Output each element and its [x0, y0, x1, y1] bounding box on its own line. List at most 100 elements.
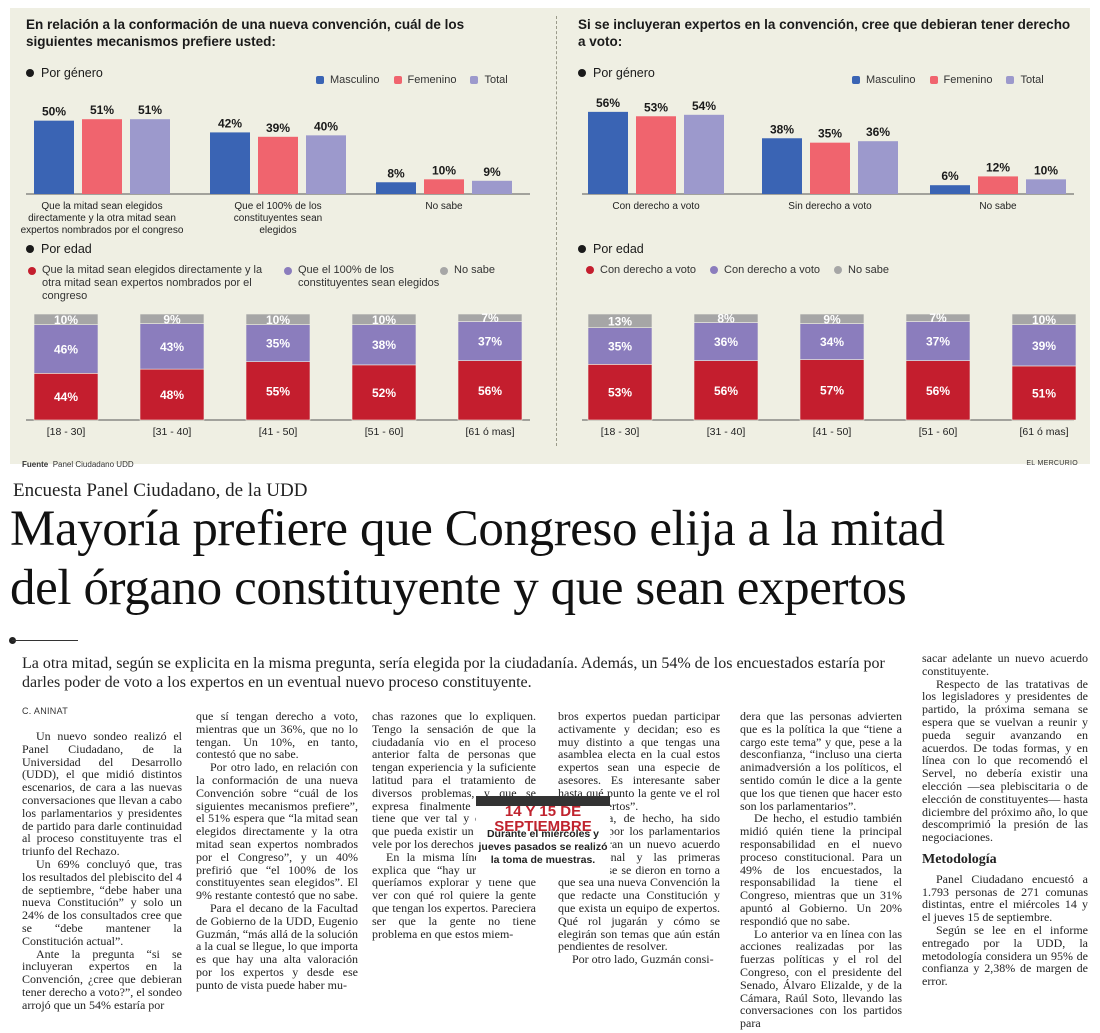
- segment-0-3: [351, 364, 417, 421]
- age-tick-label: [61 ó mas]: [1019, 426, 1068, 438]
- paragraph: Lo anterior va en línea con las acciones…: [740, 926, 902, 1030]
- legend-femenino: Femenino: [393, 74, 456, 86]
- legend-masculino: Masculino: [316, 74, 380, 86]
- data-label: 10%: [54, 313, 78, 327]
- paragraph: Por otro lado, en relación con la confor…: [196, 760, 358, 903]
- paragraph: dera que las personas advierten que es l…: [740, 710, 902, 813]
- deck-rule: [12, 640, 78, 641]
- left-gender-legend: Masculino Femenino Total: [316, 74, 508, 86]
- segment-0-1: [693, 360, 759, 421]
- data-label: 10%: [266, 313, 290, 327]
- bar-total-0: [130, 119, 170, 194]
- segment-2-2: [799, 313, 865, 324]
- legend-no-sabe: No sabe: [440, 264, 540, 277]
- segment-0-4: [1011, 365, 1077, 421]
- deck: La otra mitad, según se explicita en la …: [22, 655, 885, 691]
- segment-2-1: [693, 313, 759, 323]
- left-question-title: En relación a la conformación de una nue…: [26, 17, 465, 49]
- paragraph: Según se lee en el informe entregado por…: [922, 922, 1088, 989]
- segment-1-2: [245, 324, 311, 362]
- data-label: 12%: [986, 160, 1010, 174]
- data-label: 40%: [314, 119, 338, 133]
- data-label: 9%: [483, 165, 501, 179]
- bar-femenino-2: [978, 176, 1018, 194]
- age-tick-label: [61 ó mas]: [465, 426, 514, 438]
- data-label: 56%: [478, 384, 502, 398]
- data-label: 52%: [372, 386, 396, 400]
- bar-total-2: [1026, 179, 1066, 194]
- segment-1-0: [587, 327, 653, 365]
- data-label: 13%: [608, 314, 632, 328]
- article-column-5: dera que las personas advierten que es l…: [740, 710, 902, 1030]
- bar-total-1: [306, 135, 346, 194]
- bar-femenino-1: [810, 142, 850, 194]
- segment-2-3: [351, 313, 417, 325]
- legend-cien: Que el 100% de los constituyentes sean e…: [284, 264, 444, 290]
- right-gender-label: Por género: [578, 66, 655, 80]
- left-panel: En relación a la conformación de una nue…: [10, 8, 550, 456]
- category-label: Sin derecho a voto: [788, 201, 872, 212]
- right-panel: Si se incluyeran expertos en la convenci…: [562, 8, 1090, 456]
- segment-1-0: [33, 324, 99, 374]
- category-label: Que el 100% de los: [234, 201, 321, 212]
- segment-1-2: [799, 323, 865, 360]
- bar-total-2: [472, 180, 512, 194]
- headline: Mayoría prefiere que Congreso elija a la…: [10, 501, 945, 616]
- data-label: 35%: [818, 127, 842, 141]
- right-question-title: Si se incluyeran expertos en la convenci…: [578, 17, 1071, 49]
- callout-title: 14 Y 15 DE SEPTIEMBRE: [494, 803, 592, 835]
- segment-2-0: [587, 313, 653, 328]
- paragraph: En la misma línea, Guzmán explica que “h…: [372, 849, 536, 941]
- paragraph: bros expertos puedan participar activame…: [558, 710, 720, 813]
- left-gender-chart: 50% 51% 51% Que la mitad sean elegidosdirec…: [21, 103, 530, 236]
- data-label: 36%: [866, 125, 890, 139]
- data-label: 56%: [926, 384, 950, 398]
- bar-masculino-2: [930, 185, 970, 194]
- data-label: 53%: [608, 386, 632, 400]
- data-label: 53%: [644, 100, 668, 114]
- legend-femenino: Femenino: [929, 74, 992, 86]
- age-tick-label: [18 - 30]: [47, 426, 86, 438]
- bar-masculino-0: [588, 111, 628, 194]
- data-label: 56%: [596, 96, 620, 110]
- article-column-2: que sí tengan derecho a voto, mientras q…: [196, 710, 358, 1030]
- data-label: 42%: [218, 116, 242, 130]
- paragraph: que sí tengan derecho a voto, mientras q…: [196, 710, 358, 762]
- methodology-heading: Metodología: [922, 851, 997, 867]
- data-label: 39%: [266, 121, 290, 135]
- age-tick-label: [51 - 60]: [919, 426, 958, 438]
- legend-no-sabe: No sabe: [834, 264, 889, 276]
- data-label: 38%: [372, 338, 396, 352]
- bar-total-1: [858, 141, 898, 194]
- data-label: 7%: [929, 311, 947, 325]
- bullet-icon: [26, 69, 34, 77]
- bullet-icon: [578, 245, 586, 253]
- bar-femenino-0: [636, 116, 676, 194]
- paragraph: Por otro lado, Guzmán consi-: [572, 952, 714, 967]
- category-label: expertos nombrados por el congreso: [21, 225, 184, 236]
- category-label: No sabe: [425, 201, 463, 212]
- bar-femenino-2: [424, 179, 464, 194]
- right-age-label: Por edad: [578, 242, 644, 256]
- data-label: 50%: [42, 105, 66, 119]
- data-label: 10%: [1034, 163, 1058, 177]
- bar-femenino-0: [82, 119, 122, 194]
- bar-masculino-2: [376, 182, 416, 194]
- legend-total: Total: [470, 74, 508, 86]
- data-label: 51%: [1032, 386, 1056, 400]
- bullet-icon: [578, 69, 586, 77]
- age-tick-label: [41 - 50]: [259, 426, 298, 438]
- callout-bar: [476, 796, 610, 806]
- paragraph: Para el decano de la Facultad de Gobiern…: [196, 900, 358, 992]
- data-label: 46%: [54, 342, 78, 356]
- segment-1-1: [693, 322, 759, 361]
- paragraph: Respecto de las tratativas de los legisl…: [922, 676, 1088, 845]
- bar-total-0: [684, 114, 724, 194]
- data-label: 10%: [1032, 313, 1056, 327]
- date-callout: 14 Y 15 DE SEPTIEMBRE Durante el miércol…: [476, 796, 610, 880]
- segment-2-3: [905, 313, 971, 322]
- segment-1-4: [457, 321, 523, 361]
- data-label: 10%: [372, 313, 396, 327]
- category-label: constituyentes sean: [234, 213, 322, 224]
- age-tick-label: [31 - 40]: [153, 426, 192, 438]
